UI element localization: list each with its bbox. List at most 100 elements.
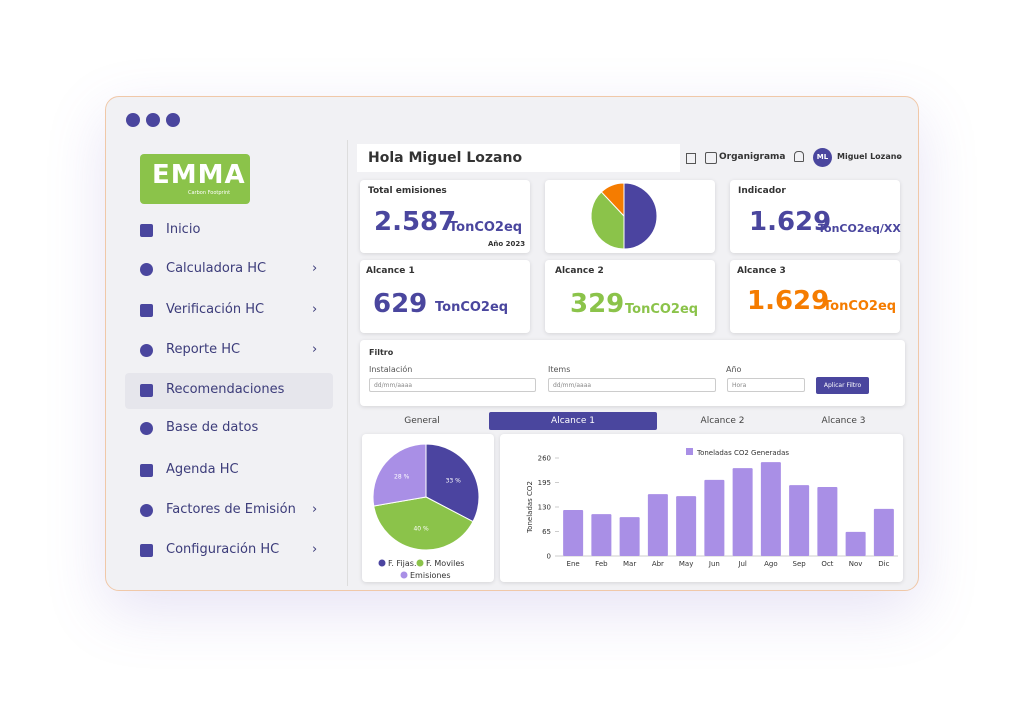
slice-label: 40 % xyxy=(413,525,429,532)
legend-label: F. Moviles xyxy=(426,559,464,568)
card-unit: TonCO2eq/XX xyxy=(818,222,901,235)
bar xyxy=(676,496,697,556)
chevron[interactable]: › xyxy=(312,342,318,357)
legend-label: Toneladas CO2 Generadas xyxy=(696,449,789,457)
x-tick-label: Jun xyxy=(708,560,720,568)
legend-label: Emisiones xyxy=(410,571,451,580)
window-dot xyxy=(146,113,160,127)
menu-icon[interactable] xyxy=(140,304,153,317)
x-tick-label: Mar xyxy=(623,560,636,568)
logo[interactable]: EMMA Carbon Footprint xyxy=(140,154,250,204)
menu-item[interactable]: Factores de Emisión xyxy=(166,502,296,517)
x-tick-label: Feb xyxy=(595,560,608,568)
tab[interactable]: Alcance 2 xyxy=(700,416,745,426)
icon[interactable] xyxy=(686,153,696,164)
avatar[interactable]: ML xyxy=(813,148,832,167)
x-tick-label: Ago xyxy=(764,560,778,568)
y-axis-label: Toneladas CO2 xyxy=(526,481,534,534)
x-tick-label: Abr xyxy=(652,560,664,568)
bell-icon[interactable] xyxy=(794,151,804,162)
y-tick-label: 260 xyxy=(538,455,551,463)
menu-item[interactable]: Reporte HC xyxy=(166,342,241,357)
menu-highlight[interactable] xyxy=(125,373,333,409)
legend-swatch xyxy=(378,559,386,567)
card: 33 % 40 % 28 % F. Fijas. F. Moviles Emisiones xyxy=(362,434,494,582)
menu-item[interactable]: Recomendaciones xyxy=(166,382,285,397)
card: Alcance 3 1.629 TonCO2eq xyxy=(730,260,900,333)
y-tick-label: 130 xyxy=(538,504,551,512)
date-input[interactable]: dd/mm/aaaa xyxy=(369,378,536,392)
x-tick-label: Ene xyxy=(567,560,580,568)
menu-icon[interactable] xyxy=(140,464,153,477)
organigrama-link[interactable]: Organigrama xyxy=(719,152,786,162)
y-tick-label: 65 xyxy=(542,528,551,536)
pie-slice xyxy=(623,182,658,250)
logo-subtitle: Carbon Footprint xyxy=(188,190,231,196)
tab[interactable]: Alcance 1 xyxy=(489,412,657,430)
time-input[interactable]: Hora xyxy=(727,378,805,392)
menu-item[interactable]: Inicio xyxy=(166,222,201,237)
pie-chart: 33 % 40 % 28 % F. Fijas. F. Moviles Emisiones xyxy=(372,443,480,580)
menu-icon[interactable] xyxy=(140,224,153,237)
card: Toneladas CO2 Generadas Toneladas CO2 0 65 1… xyxy=(500,434,903,582)
x-tick-label: Oct xyxy=(821,560,833,568)
menu-icon[interactable] xyxy=(140,544,153,557)
chevron[interactable]: ⌄ xyxy=(896,151,903,160)
menu-icon[interactable] xyxy=(140,344,153,357)
slice-label: 28 % xyxy=(394,474,410,481)
card-unit: TonCO2eq xyxy=(435,300,509,315)
card-value: 329 xyxy=(570,289,625,319)
tab[interactable]: Alcance 3 xyxy=(821,416,866,426)
card: Indicador 1.629 TonCO2eq/XX xyxy=(730,180,901,253)
legend-swatch xyxy=(400,571,408,579)
card-title: Alcance 3 xyxy=(737,266,786,276)
user-name[interactable]: Miguel Lozano xyxy=(837,152,902,161)
card xyxy=(545,180,715,253)
card-value: 1.629 xyxy=(747,286,830,316)
icon[interactable] xyxy=(705,152,717,164)
y-tick-label: 0 xyxy=(547,553,551,561)
menu-item[interactable]: Calculadora HC xyxy=(166,261,267,276)
x-tick-label: Sep xyxy=(793,560,807,568)
y-tick-label: 195 xyxy=(538,479,551,487)
menu-icon[interactable] xyxy=(140,422,153,435)
bar xyxy=(873,508,894,556)
divider xyxy=(347,140,348,586)
pie-chart xyxy=(590,182,658,250)
x-tick-label: Dic xyxy=(878,560,889,568)
filter-card: Filtro Instalación dd/mm/aaaa Items dd/m… xyxy=(360,340,905,406)
chevron[interactable]: › xyxy=(312,261,318,276)
menu-icon[interactable] xyxy=(140,263,153,276)
menu-item[interactable]: Base de datos xyxy=(166,420,259,435)
bar xyxy=(704,479,725,556)
card-unit: TonCO2eq xyxy=(823,299,897,314)
card-value: 2.587 xyxy=(374,207,457,237)
window-dot xyxy=(166,113,180,127)
chevron[interactable]: › xyxy=(312,502,318,517)
apply-button[interactable]: Aplicar Filtro xyxy=(816,377,869,394)
bar xyxy=(647,494,668,556)
card-year: Año 2023 xyxy=(488,240,526,248)
bar xyxy=(563,510,584,556)
bar-chart: Toneladas CO2 Generadas Toneladas CO2 0 65 1… xyxy=(526,448,898,568)
menu-item[interactable]: Verificación HC xyxy=(166,302,265,317)
card-title: Total emisiones xyxy=(368,186,447,196)
chevron[interactable]: › xyxy=(312,542,318,557)
bar xyxy=(817,487,838,556)
date-input[interactable]: dd/mm/aaaa xyxy=(548,378,716,392)
field-label: Items xyxy=(548,365,571,374)
menu-icon[interactable] xyxy=(140,384,153,397)
menu-item[interactable]: Configuración HC xyxy=(166,542,280,557)
field-label: Instalación xyxy=(369,365,413,374)
menu-icon[interactable] xyxy=(140,504,153,517)
logo-text: EMMA xyxy=(152,160,246,190)
menu-item[interactable]: Agenda HC xyxy=(166,462,239,477)
greeting: Hola Miguel Lozano xyxy=(368,150,523,166)
card-unit: TonCO2eq xyxy=(625,302,699,317)
filter-title: Filtro xyxy=(369,348,394,357)
legend-swatch xyxy=(416,559,424,567)
chevron[interactable]: › xyxy=(312,302,318,317)
tab[interactable]: General xyxy=(404,416,440,426)
x-tick-label: Nov xyxy=(849,560,863,568)
